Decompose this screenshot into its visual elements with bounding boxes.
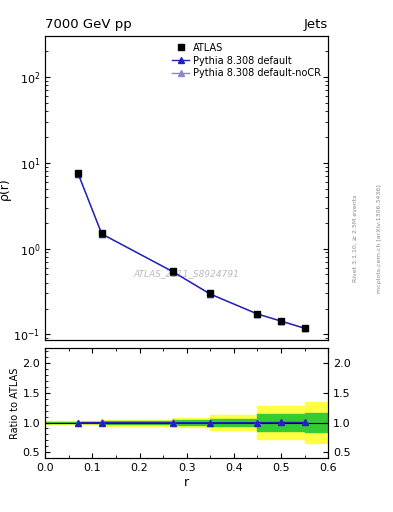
Line: ATLAS: ATLAS (75, 170, 308, 331)
Pythia 8.308 default-noCR (76, 171, 81, 177)
ATLAS (255, 310, 260, 316)
Y-axis label: ρ(r): ρ(r) (0, 177, 11, 200)
Pythia 8.308 default-noCR (279, 318, 283, 324)
Text: Jets: Jets (304, 18, 328, 31)
Pythia 8.308 default (279, 318, 283, 324)
Text: mcplots.cern.ch [arXiv:1306.3436]: mcplots.cern.ch [arXiv:1306.3436] (377, 184, 382, 293)
Pythia 8.308 default (170, 268, 175, 274)
Pythia 8.308 default (99, 231, 104, 237)
Line: Pythia 8.308 default-noCR: Pythia 8.308 default-noCR (75, 170, 308, 332)
Pythia 8.308 default-noCR (208, 291, 213, 297)
X-axis label: r: r (184, 476, 189, 489)
Line: Pythia 8.308 default: Pythia 8.308 default (75, 170, 308, 332)
ATLAS (302, 325, 307, 331)
Y-axis label: Ratio to ATLAS: Ratio to ATLAS (10, 368, 20, 439)
Text: 7000 GeV pp: 7000 GeV pp (45, 18, 132, 31)
Text: Rivet 3.1.10, ≥ 2.5M events: Rivet 3.1.10, ≥ 2.5M events (353, 195, 358, 283)
Pythia 8.308 default-noCR (255, 311, 260, 317)
Pythia 8.308 default-noCR (170, 268, 175, 274)
Pythia 8.308 default (302, 325, 307, 331)
Legend: ATLAS, Pythia 8.308 default, Pythia 8.308 default-noCR: ATLAS, Pythia 8.308 default, Pythia 8.30… (170, 40, 323, 80)
ATLAS (279, 317, 283, 324)
ATLAS (208, 290, 213, 296)
ATLAS (99, 230, 104, 237)
ATLAS (76, 170, 81, 177)
ATLAS (170, 268, 175, 274)
Text: ATLAS_2011_S8924791: ATLAS_2011_S8924791 (134, 269, 240, 278)
Pythia 8.308 default-noCR (302, 325, 307, 331)
Pythia 8.308 default-noCR (99, 231, 104, 237)
Pythia 8.308 default (76, 171, 81, 177)
Pythia 8.308 default (208, 291, 213, 297)
Pythia 8.308 default (255, 311, 260, 317)
